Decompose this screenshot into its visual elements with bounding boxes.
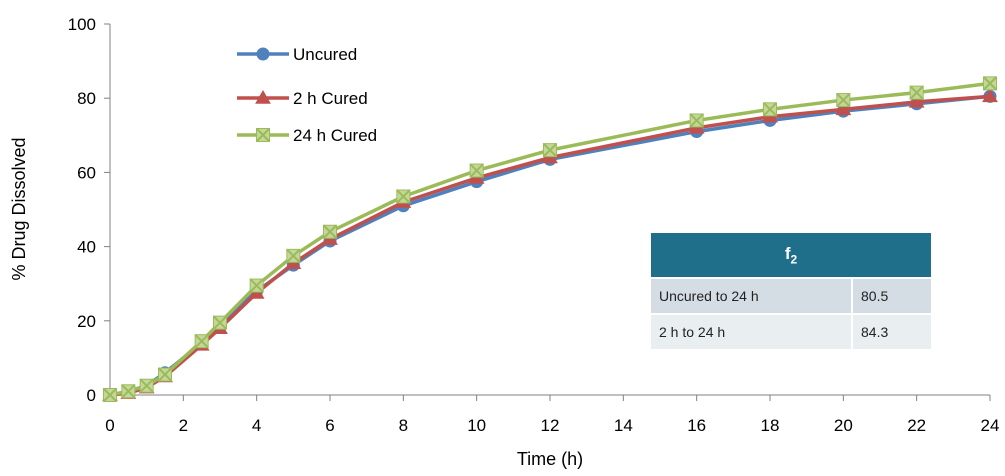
y-tick-label: 20 xyxy=(77,312,96,331)
x-tick-label: 20 xyxy=(834,416,853,435)
data-point xyxy=(910,86,923,99)
legend-label: 2 h Cured xyxy=(293,89,368,108)
y-tick-label: 60 xyxy=(77,163,96,182)
f2-table-row: 2 h to 24 h 84.3 xyxy=(651,315,931,349)
y-tick-label: 80 xyxy=(77,89,96,108)
data-point xyxy=(984,77,997,90)
legend-swatch-marker xyxy=(257,129,270,142)
x-tick-label: 24 xyxy=(981,416,1000,435)
x-axis-title: Time (h) xyxy=(517,449,583,469)
data-point xyxy=(690,114,703,127)
data-point xyxy=(214,316,227,329)
f2-header-subscript: 2 xyxy=(790,252,797,266)
legend: Uncured 2 h Cured 24 h Cured xyxy=(237,45,377,145)
x-tick-label: 18 xyxy=(761,416,780,435)
data-point xyxy=(195,335,208,348)
y-axis-title: % Drug Dissolved xyxy=(9,137,29,280)
x-tick-label: 2 xyxy=(179,416,188,435)
data-point xyxy=(397,190,410,203)
f2-table-row: Uncured to 24 h 80.5 xyxy=(651,279,931,315)
x-tick-label: 8 xyxy=(399,416,408,435)
f2-row-value: 84.3 xyxy=(851,315,931,349)
data-point xyxy=(250,279,263,292)
x-tick-label: 0 xyxy=(105,416,114,435)
f2-table: f2 Uncured to 24 h 80.5 2 h to 24 h 84.3 xyxy=(651,233,931,349)
data-point xyxy=(470,164,483,177)
x-tick-label: 4 xyxy=(252,416,261,435)
f2-row-value: 80.5 xyxy=(851,279,931,315)
y-axis-ticks: 0 20 40 60 80 100 xyxy=(68,15,110,405)
data-point xyxy=(544,144,557,157)
y-tick-label: 40 xyxy=(77,238,96,257)
x-tick-label: 6 xyxy=(325,416,334,435)
legend-item: 24 h Cured xyxy=(237,126,377,145)
data-point xyxy=(287,249,300,262)
x-tick-label: 14 xyxy=(614,416,633,435)
x-tick-label: 16 xyxy=(687,416,706,435)
y-tick-label: 0 xyxy=(87,386,96,405)
x-axis-ticks: 0 2 4 6 8 10 12 14 16 18 20 22 24 xyxy=(105,395,999,435)
legend-item: 2 h Cured xyxy=(237,89,368,108)
legend-item: Uncured xyxy=(237,45,357,64)
x-tick-label: 10 xyxy=(467,416,486,435)
data-point xyxy=(140,379,153,392)
legend-swatch-marker xyxy=(257,48,269,60)
f2-row-label: 2 h to 24 h xyxy=(651,315,851,349)
data-point xyxy=(837,94,850,107)
y-tick-label: 100 xyxy=(68,15,96,34)
legend-label: 24 h Cured xyxy=(293,126,377,145)
x-tick-label: 22 xyxy=(907,416,926,435)
legend-label: Uncured xyxy=(293,45,357,64)
data-point xyxy=(122,385,135,398)
data-point xyxy=(324,225,337,238)
f2-table-header-row: f2 xyxy=(651,233,931,279)
f2-table-header: f2 xyxy=(651,233,931,279)
data-point xyxy=(104,389,117,402)
data-point xyxy=(764,103,777,116)
x-tick-label: 12 xyxy=(541,416,560,435)
f2-row-label: Uncured to 24 h xyxy=(651,279,851,315)
data-point xyxy=(159,368,172,381)
